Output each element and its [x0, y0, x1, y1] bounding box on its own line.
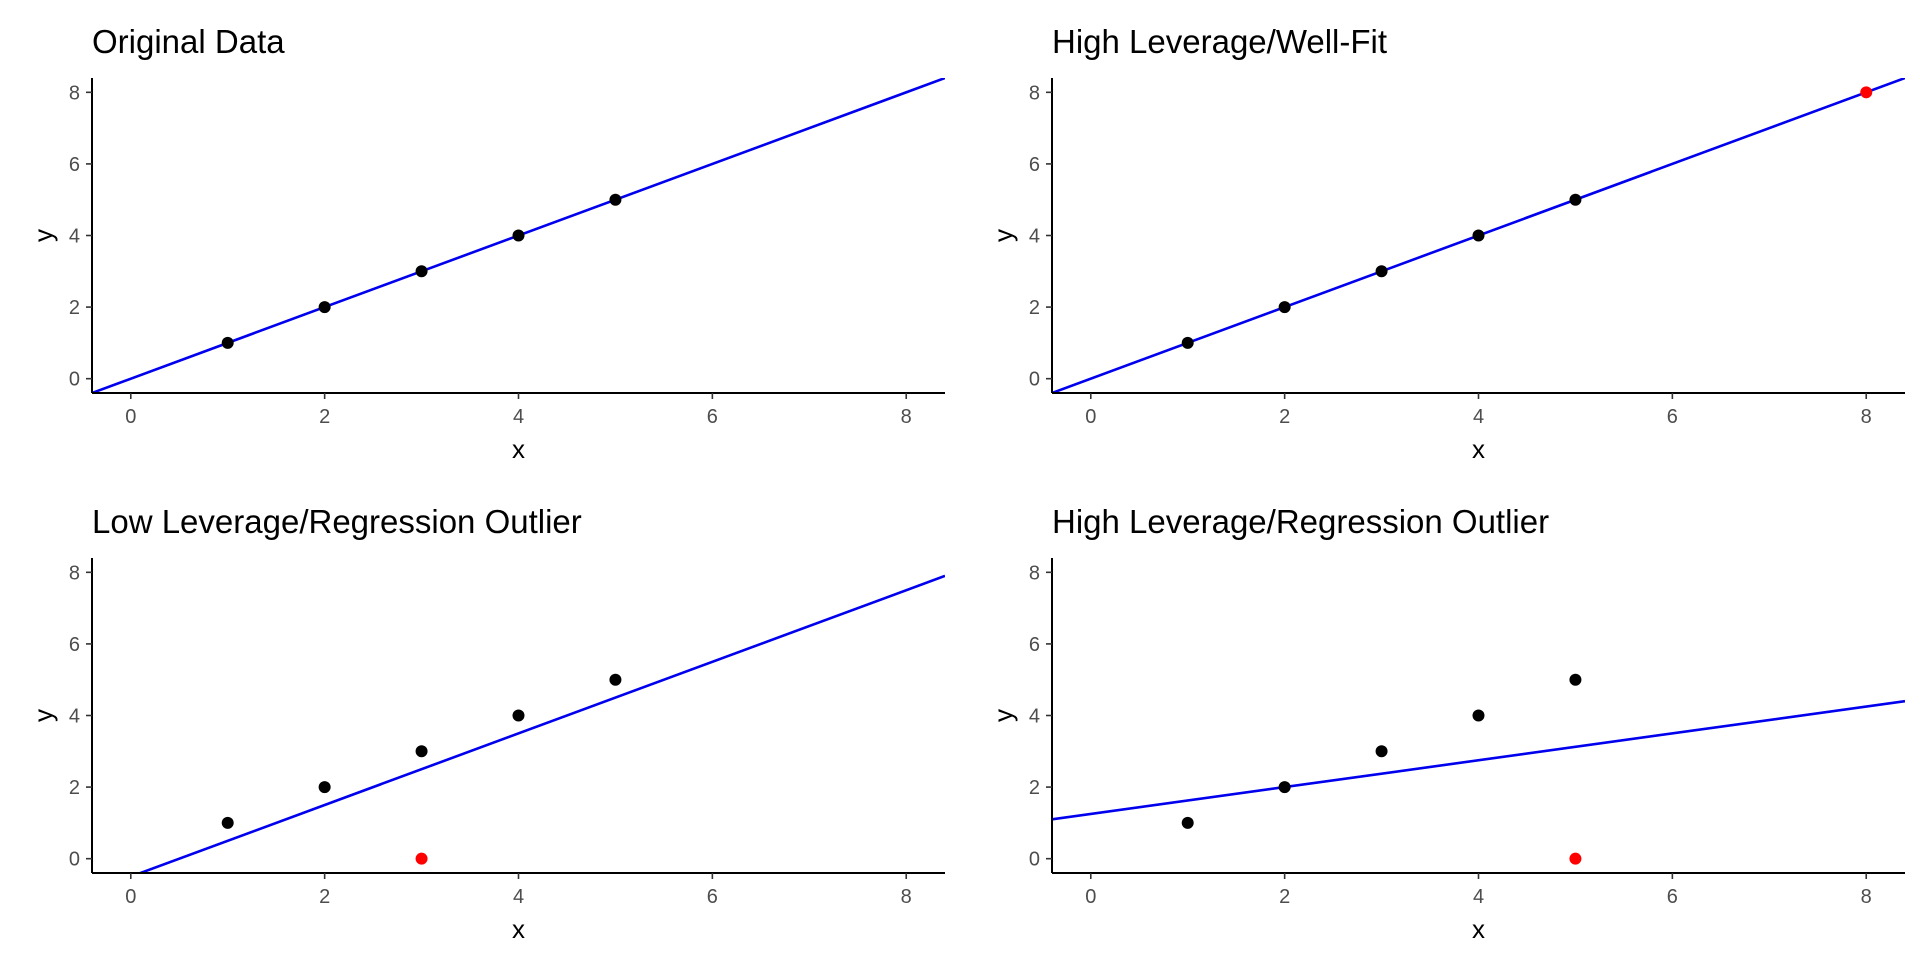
- data-point: [415, 745, 428, 758]
- y-tick-label: 8: [1029, 562, 1040, 584]
- y-tick-label: 8: [1029, 82, 1040, 104]
- x-tick-label: 6: [707, 406, 718, 428]
- y-tick-label: 0: [1029, 369, 1040, 391]
- y-tick-label: 6: [69, 634, 80, 656]
- x-tick-label: 8: [901, 886, 912, 908]
- x-tick-label: 4: [1473, 406, 1484, 428]
- y-axis-label: y: [28, 709, 58, 722]
- y-axis-label: y: [988, 709, 1018, 722]
- x-tick-label: 4: [1473, 886, 1484, 908]
- x-axis-label: x: [512, 434, 525, 464]
- panel-high-leverage-regression-outlier: High Leverage/Regression Outlier 0 2 4 6 8 0 2 4…: [988, 503, 1905, 944]
- data-point: [1472, 709, 1485, 722]
- data-point: [1181, 336, 1194, 349]
- x-tick-label: 6: [1667, 886, 1678, 908]
- x-tick-label: 0: [125, 406, 136, 428]
- y-axis-label: y: [988, 229, 1018, 242]
- x-axis-label: x: [1472, 434, 1485, 464]
- y-tick-label: 2: [1029, 297, 1040, 319]
- y-tick-label: 0: [69, 849, 80, 871]
- y-tick-label: 4: [1029, 226, 1040, 248]
- data-point: [609, 673, 622, 686]
- panel-title: High Leverage/Regression Outlier: [1052, 503, 1549, 540]
- y-tick-label: 8: [69, 562, 80, 584]
- panel-low-leverage-regression-outlier: Low Leverage/Regression Outlier 0 2 4 6 8 0 2 4 6…: [28, 503, 945, 944]
- highlighted-point: [415, 852, 428, 865]
- regression-line: [136, 574, 945, 873]
- x-tick-label: 2: [1279, 406, 1290, 428]
- y-tick-label: 0: [1029, 849, 1040, 871]
- panel-title: High Leverage/Well-Fit: [1052, 23, 1387, 60]
- x-tick-label: 8: [1861, 886, 1872, 908]
- data-point: [1278, 781, 1291, 794]
- x-tick-label: 6: [1667, 406, 1678, 428]
- data-point: [415, 265, 428, 278]
- highlighted-point: [1860, 86, 1873, 99]
- panel-original-data: Original Data 0 2 4 6 8 0 2 4 6 8 x y: [28, 23, 945, 464]
- y-tick-label: 4: [69, 706, 80, 728]
- data-point: [318, 781, 331, 794]
- y-tick-label: 2: [69, 297, 80, 319]
- x-tick-label: 0: [125, 886, 136, 908]
- highlighted-point: [1569, 852, 1582, 865]
- data-point: [1375, 265, 1388, 278]
- data-point: [221, 816, 234, 829]
- y-tick-label: 4: [1029, 706, 1040, 728]
- x-tick-label: 2: [319, 406, 330, 428]
- y-tick-label: 6: [69, 154, 80, 176]
- panel-high-leverage-well-fit: High Leverage/Well-Fit 0 2 4 6 8 0 2 4 6 8 x y: [988, 23, 1905, 464]
- data-point: [1569, 193, 1582, 206]
- y-tick-label: 2: [1029, 777, 1040, 799]
- panel-title: Low Leverage/Regression Outlier: [92, 503, 582, 540]
- x-tick-label: 2: [1279, 886, 1290, 908]
- data-point: [609, 193, 622, 206]
- y-axis-label: y: [28, 229, 58, 242]
- x-axis-label: x: [1472, 914, 1485, 944]
- y-tick-label: 8: [69, 82, 80, 104]
- data-point: [1569, 673, 1582, 686]
- data-point: [512, 229, 525, 242]
- x-tick-label: 4: [513, 406, 524, 428]
- x-axis-label: x: [512, 914, 525, 944]
- data-point: [221, 336, 234, 349]
- data-point: [1181, 816, 1194, 829]
- regression-line: [1052, 699, 1905, 821]
- y-tick-label: 0: [69, 369, 80, 391]
- data-point: [1375, 745, 1388, 758]
- x-tick-label: 2: [319, 886, 330, 908]
- data-point: [1472, 229, 1485, 242]
- y-tick-label: 6: [1029, 154, 1040, 176]
- data-point: [512, 709, 525, 722]
- x-tick-label: 0: [1085, 886, 1096, 908]
- x-tick-label: 4: [513, 886, 524, 908]
- x-tick-label: 0: [1085, 406, 1096, 428]
- y-tick-label: 6: [1029, 634, 1040, 656]
- x-tick-label: 8: [901, 406, 912, 428]
- panel-title: Original Data: [92, 23, 285, 60]
- data-point: [1278, 301, 1291, 314]
- data-point: [318, 301, 331, 314]
- x-tick-label: 8: [1861, 406, 1872, 428]
- y-tick-label: 2: [69, 777, 80, 799]
- x-tick-label: 6: [707, 886, 718, 908]
- y-tick-label: 4: [69, 226, 80, 248]
